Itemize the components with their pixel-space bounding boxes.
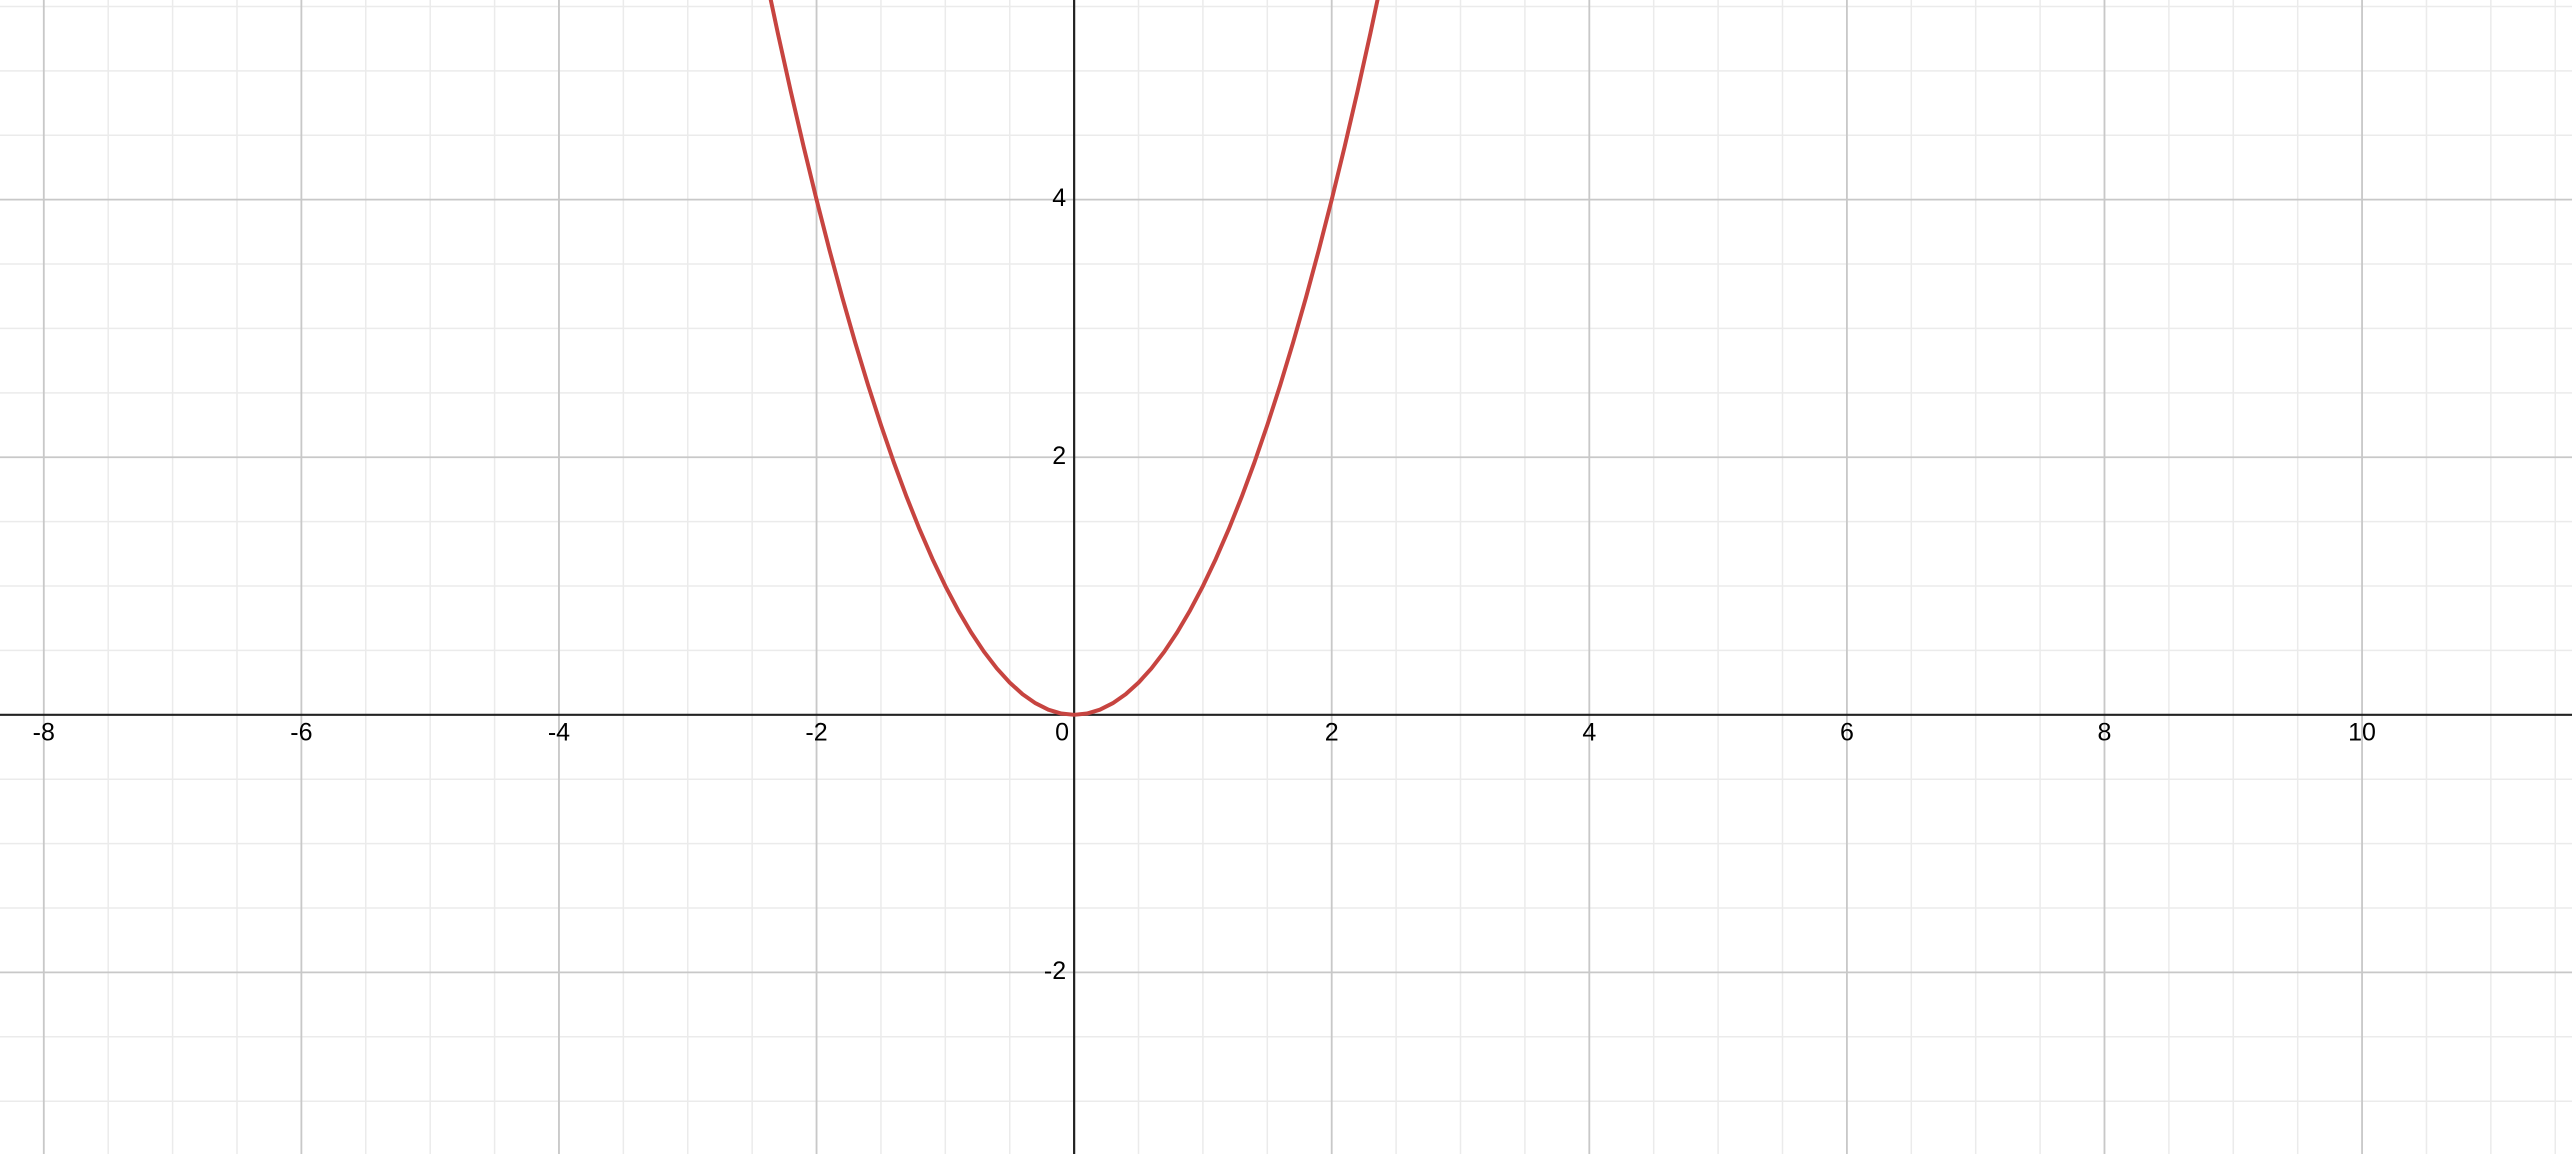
x-tick-label: 10 xyxy=(2348,718,2376,746)
x-tick-label: 0 xyxy=(1055,718,1069,746)
curve xyxy=(768,0,1380,717)
x-tick-label: -4 xyxy=(548,718,570,746)
plot xyxy=(768,0,1380,717)
x-tick-label: 6 xyxy=(1840,718,1854,746)
x-tick-label: -2 xyxy=(805,718,827,746)
y-tick-label: 4 xyxy=(1052,184,1066,212)
y-tick-label: -2 xyxy=(1044,957,1066,985)
x-tick-label: 4 xyxy=(1582,718,1596,746)
y-tick-label: 2 xyxy=(1052,442,1066,470)
labels: -8 -6 -4 -2 0 2 4 6 8 10 -2 2 4 xyxy=(33,184,2376,985)
x-tick-label: 2 xyxy=(1325,718,1339,746)
x-tick-label: 8 xyxy=(2098,718,2112,746)
x-tick-label: -8 xyxy=(33,718,55,746)
x-tick-label: -6 xyxy=(290,718,312,746)
